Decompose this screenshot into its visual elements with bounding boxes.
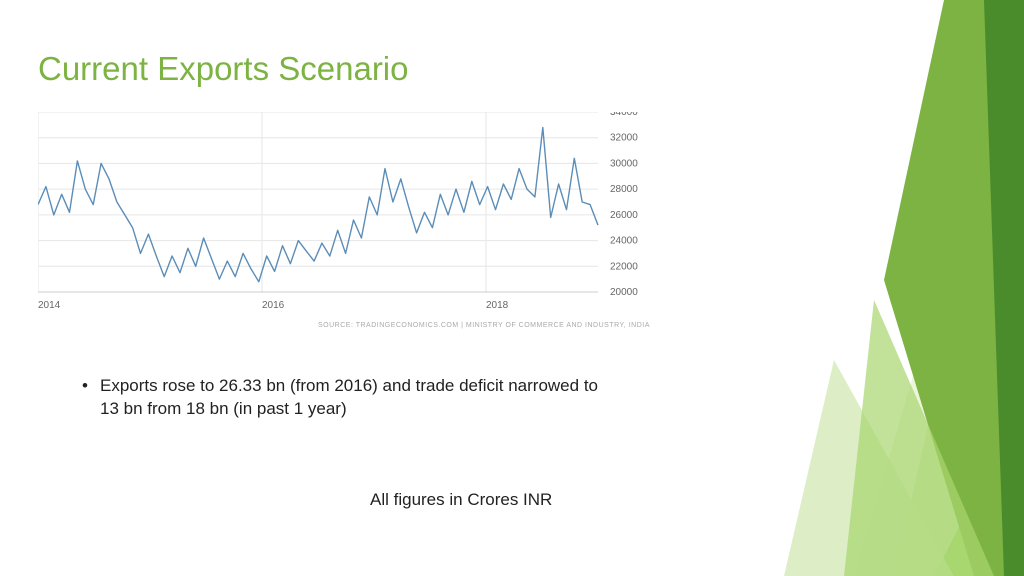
svg-text:26000: 26000 [610,210,638,221]
svg-text:2018: 2018 [486,300,509,311]
exports-line-chart: 20000 22000 24000 26000 28000 30000 32000 34000… [38,112,658,322]
decor-triangles [724,0,1024,576]
svg-text:24000: 24000 [610,236,638,247]
svg-text:34000: 34000 [610,112,638,118]
svg-text:2014: 2014 [38,300,61,311]
bullet-point: Exports rose to 26.33 bn (from 2016) and… [100,375,600,421]
slide-title: Current Exports Scenario [38,50,409,88]
svg-text:20000: 20000 [610,287,638,298]
svg-text:28000: 28000 [610,184,638,195]
svg-text:2016: 2016 [262,300,285,311]
slide: Current Exports Scenario 20000 22000 24000… [0,0,1024,576]
footnote: All figures in Crores INR [370,490,552,510]
svg-text:22000: 22000 [610,261,638,272]
svg-text:32000: 32000 [610,133,638,144]
chart-source: SOURCE: TRADINGECONOMICS.COM | MINISTRY … [318,322,650,329]
chart-svg: 20000 22000 24000 26000 28000 30000 32000 34000… [38,112,658,342]
svg-text:30000: 30000 [610,158,638,169]
